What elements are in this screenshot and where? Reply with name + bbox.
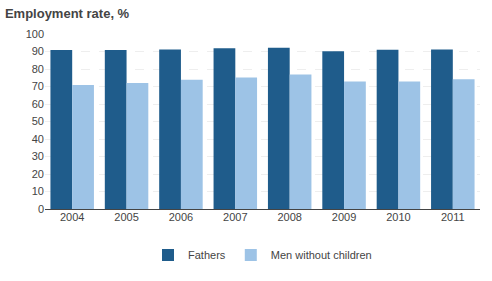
svg-text:10: 10 xyxy=(32,185,44,197)
svg-text:100: 100 xyxy=(26,28,44,40)
svg-text:40: 40 xyxy=(32,133,44,145)
svg-text:2010: 2010 xyxy=(386,211,410,223)
svg-text:0: 0 xyxy=(38,203,44,215)
svg-text:60: 60 xyxy=(32,98,44,110)
svg-text:80: 80 xyxy=(32,63,44,75)
svg-text:20: 20 xyxy=(32,168,44,180)
svg-text:30: 30 xyxy=(32,150,44,162)
svg-text:2011: 2011 xyxy=(441,211,465,223)
svg-text:50: 50 xyxy=(32,115,44,127)
svg-text:2004: 2004 xyxy=(60,211,84,223)
svg-text:Men without children: Men without children xyxy=(271,249,372,261)
svg-text:Employment rate, %: Employment rate, % xyxy=(5,6,130,21)
svg-text:2005: 2005 xyxy=(114,211,138,223)
svg-text:2008: 2008 xyxy=(277,211,301,223)
svg-text:Fathers: Fathers xyxy=(188,249,226,261)
svg-text:2007: 2007 xyxy=(223,211,247,223)
svg-text:90: 90 xyxy=(32,45,44,57)
svg-text:2009: 2009 xyxy=(332,211,356,223)
svg-text:2006: 2006 xyxy=(169,211,193,223)
svg-text:70: 70 xyxy=(32,80,44,92)
